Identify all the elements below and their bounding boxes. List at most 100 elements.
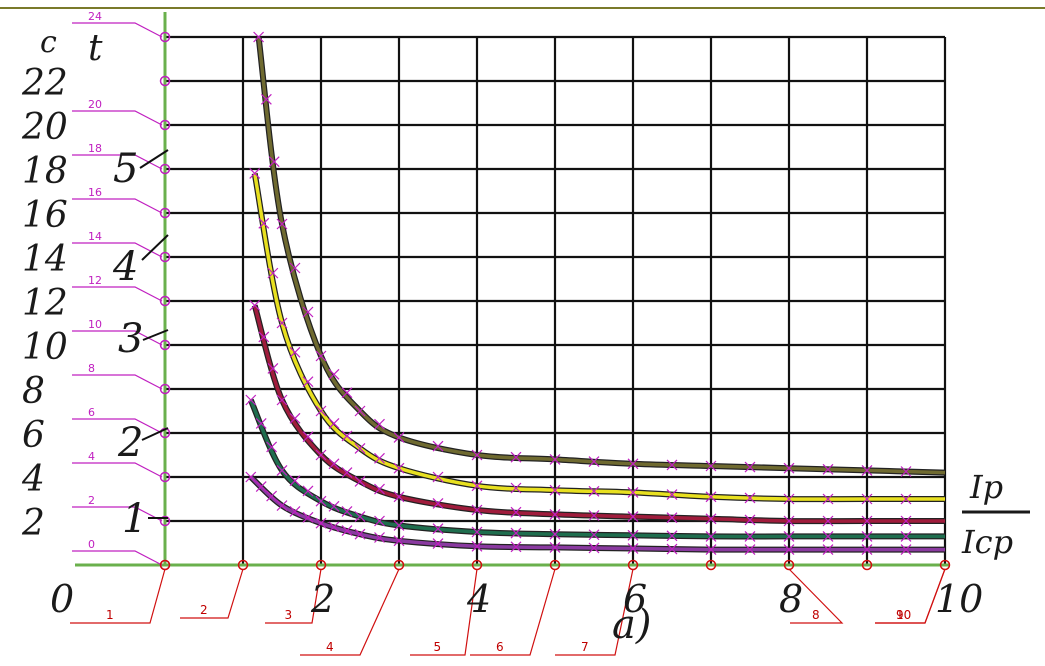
data-point	[432, 471, 444, 483]
y-axis-label: t	[88, 28, 103, 69]
x-tick-label: 8	[779, 577, 803, 621]
data-point	[255, 481, 267, 492]
data-point	[341, 525, 353, 536]
data-point	[549, 541, 561, 553]
data-point	[374, 418, 385, 430]
data-point	[471, 504, 483, 516]
x-label-denominator: Icp	[961, 523, 1013, 561]
y-tick-label: 8	[22, 371, 45, 412]
x-tick-label: 0	[50, 577, 74, 621]
y-marker-dot	[159, 163, 171, 175]
data-point	[510, 451, 522, 463]
data-point	[744, 514, 756, 526]
data-point	[900, 515, 912, 527]
data-point	[249, 299, 261, 311]
data-point	[258, 217, 270, 229]
data-point	[510, 527, 522, 539]
data-point	[900, 544, 912, 556]
x-marker-callout: 3	[265, 568, 322, 624]
y-marker-callout: 2	[72, 494, 163, 522]
data-point	[666, 459, 678, 471]
y-tick-label: 16	[22, 195, 68, 236]
y-marker-label: 16	[88, 186, 102, 199]
data-point	[245, 394, 257, 406]
data-point	[861, 544, 873, 556]
axes	[75, 12, 950, 567]
data-point	[374, 515, 385, 527]
y-marker-callout: 6	[72, 406, 163, 434]
data-point	[666, 530, 678, 542]
series-label-leader	[141, 427, 169, 441]
data-point	[289, 412, 301, 424]
data-point	[705, 491, 717, 503]
data-point	[666, 489, 678, 501]
data-point	[266, 441, 278, 453]
data-point	[245, 471, 257, 483]
series-label-leader	[141, 234, 169, 261]
y-marker-callout: 10	[72, 318, 163, 346]
data-point	[705, 544, 717, 556]
data-point	[900, 493, 912, 505]
data-point	[341, 467, 353, 479]
data-point	[393, 431, 405, 443]
data-point	[744, 530, 756, 542]
x-tick-label: 10	[935, 577, 983, 621]
data-point	[267, 363, 279, 374]
data-point	[900, 530, 912, 542]
x-marker-label: 7	[581, 640, 589, 654]
data-point	[744, 492, 756, 504]
data-point	[276, 218, 288, 230]
series-line-5	[256, 36, 946, 475]
data-point	[432, 497, 444, 509]
y-tick-label: 4	[21, 459, 45, 500]
data-point	[705, 460, 717, 472]
data-point	[783, 462, 795, 474]
data-point	[471, 449, 483, 461]
data-point	[627, 511, 639, 523]
y-marker-label: 20	[88, 98, 102, 111]
series-line-4	[252, 173, 945, 501]
data-point	[374, 532, 385, 543]
x-marker-label: 4	[326, 640, 334, 654]
data-point	[374, 483, 385, 495]
y-marker-dot	[159, 515, 171, 527]
y-marker-label: 24	[88, 10, 102, 23]
data-point	[289, 262, 301, 274]
data-point	[302, 306, 314, 318]
series-label: 2	[117, 420, 143, 466]
y-marker-callout: 14	[72, 230, 163, 258]
x-marker-label: 5	[434, 640, 442, 654]
data-point	[289, 475, 301, 487]
data-point	[510, 482, 522, 494]
data-point	[354, 511, 366, 523]
y-marker-callout: 4	[72, 450, 163, 478]
data-point	[549, 508, 561, 520]
y-marker-dot	[159, 31, 171, 43]
data-point	[822, 515, 834, 527]
data-point	[744, 544, 756, 556]
data-point	[315, 449, 327, 461]
data-point	[783, 515, 795, 527]
y-marker-dot	[159, 251, 171, 263]
data-point	[328, 458, 340, 470]
x-marker-dot	[861, 559, 873, 571]
data-point	[549, 528, 561, 540]
data-point	[783, 544, 795, 556]
data-point	[315, 405, 327, 417]
data-point	[666, 543, 678, 555]
data-point	[341, 506, 353, 517]
data-point	[315, 495, 327, 507]
x-marker-label: 6	[496, 640, 504, 654]
data-point	[549, 484, 561, 496]
y-marker-label: 2	[88, 494, 95, 507]
data-point	[255, 418, 267, 429]
data-point	[471, 526, 483, 538]
y-marker-dot	[159, 383, 171, 395]
x-marker-label: 8	[812, 608, 820, 622]
series-label: 3	[118, 316, 143, 362]
data-point	[432, 538, 444, 549]
data-point	[432, 523, 444, 535]
